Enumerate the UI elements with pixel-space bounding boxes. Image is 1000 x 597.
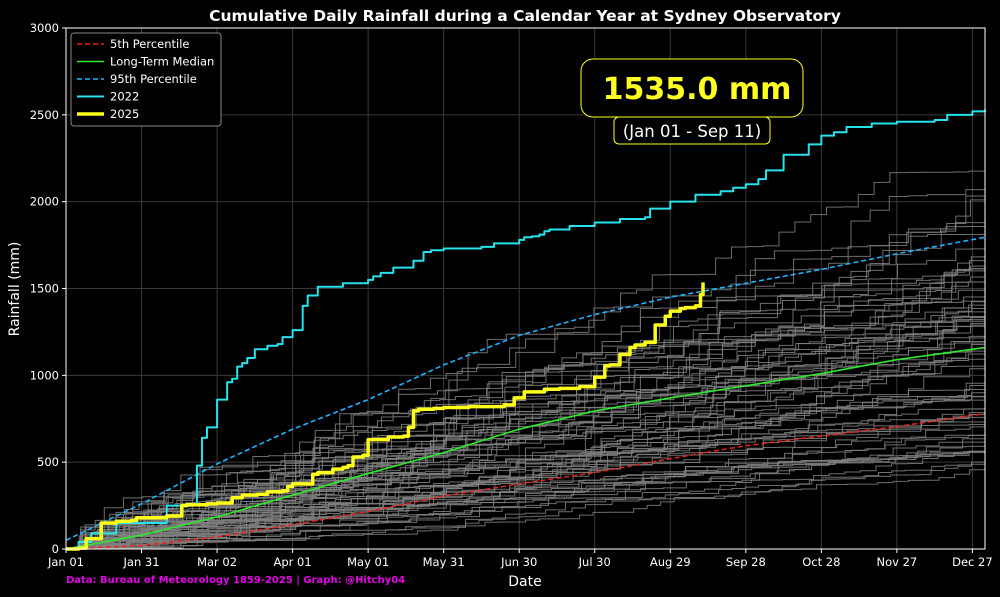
series-line-95th-percentile — [65, 236, 986, 542]
y-tick-label: 2000 — [30, 195, 59, 209]
historical-years — [66, 168, 986, 550]
series-line-2025 — [66, 282, 705, 551]
legend-entry: 95th Percentile — [110, 72, 197, 86]
historical-year-line — [66, 258, 986, 550]
legend-entry: Long-Term Median — [110, 55, 214, 69]
y-tick-label: 500 — [37, 455, 59, 469]
historical-year-line — [66, 268, 986, 550]
historical-year-line — [66, 412, 986, 550]
historical-year-line — [66, 377, 986, 550]
x-tick-label: Jan 31 — [123, 555, 160, 569]
historical-year-line — [66, 434, 986, 550]
x-tick-label: Jun 30 — [500, 555, 537, 569]
series-line-5th-percentile — [65, 412, 986, 550]
legend-entry: 5th Percentile — [110, 37, 190, 51]
x-tick-label: Jul 30 — [578, 555, 611, 569]
legend-entry: 2022 — [110, 90, 139, 104]
x-tick-label: Dec 27 — [952, 555, 993, 569]
legend: 5th Percentile Long-Term Median 95th Perce… — [70, 32, 222, 127]
date-range-label: (Jan 01 - Sep 11) — [623, 122, 761, 141]
series-line-2022 — [66, 109, 986, 550]
historical-year-line — [66, 450, 986, 550]
x-tick-label: Nov 27 — [877, 555, 918, 569]
historical-year-line — [66, 342, 986, 550]
series-line-long-term-median — [65, 346, 986, 550]
y-tick-label: 1000 — [30, 368, 59, 382]
historical-year-line — [66, 311, 986, 550]
total-rainfall-value: 1535.0 mm — [603, 72, 792, 107]
data-credit: Data: Bureau of Meteorology 1859-2025 | … — [66, 575, 405, 586]
x-tick-label: Sep 28 — [726, 555, 766, 569]
x-tick-label: May 31 — [423, 555, 465, 569]
total-annotation: 1535.0 mm (Jan 01 - Sep 11) — [580, 58, 804, 145]
x-tick-label: May 01 — [347, 555, 389, 569]
y-axis-ticks: 0 500 1000 1500 2000 2500 3000 — [30, 21, 66, 556]
historical-year-line — [66, 421, 986, 550]
historical-year-line — [66, 322, 986, 550]
historical-year-line — [66, 263, 986, 550]
historical-year-line — [66, 203, 986, 550]
historical-year-line — [66, 423, 986, 550]
x-tick-label: Oct 28 — [802, 555, 840, 569]
x-tick-label: Mar 02 — [197, 555, 237, 569]
historical-year-line — [66, 445, 986, 550]
y-tick-label: 1500 — [30, 282, 59, 296]
historical-year-line — [66, 172, 986, 550]
x-axis-label: Date — [508, 574, 541, 590]
historical-year-line — [66, 312, 986, 550]
x-axis-ticks: Jan 01 Jan 31 Mar 02 Apr 01 May 01 May 31 Jun … — [47, 549, 993, 569]
y-tick-label: 3000 — [30, 21, 59, 35]
x-tick-label: Jan 01 — [47, 555, 84, 569]
y-axis-label: Rainfall (mm) — [7, 242, 23, 337]
x-tick-label: Apr 01 — [274, 555, 312, 569]
historical-year-line — [66, 314, 986, 550]
chart-title: Cumulative Daily Rainfall during a Calen… — [209, 7, 841, 25]
historical-year-line — [66, 434, 986, 550]
y-tick-label: 0 — [52, 542, 59, 556]
y-tick-label: 2500 — [30, 108, 59, 122]
date-range-box — [613, 116, 771, 145]
x-tick-label: Aug 29 — [650, 555, 691, 569]
series-lines — [65, 109, 986, 551]
historical-year-line — [66, 451, 986, 550]
legend-box — [70, 32, 222, 127]
legend-entry: 2025 — [110, 107, 139, 121]
